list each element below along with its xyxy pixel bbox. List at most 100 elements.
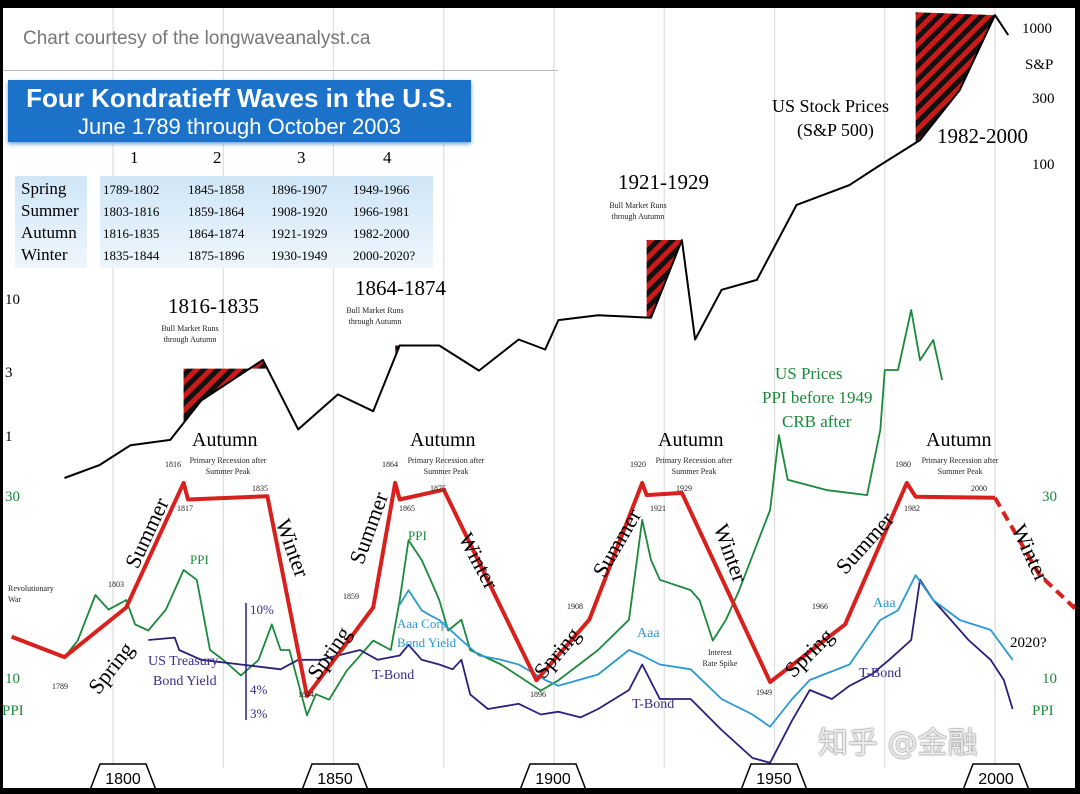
year-marker: 1875 xyxy=(430,484,446,493)
year-marker: 1921 xyxy=(650,504,666,513)
autumn-label: Autumn xyxy=(192,429,258,451)
year-marker: 1803 xyxy=(108,580,124,589)
y-tick-right: 1000 xyxy=(1022,21,1052,37)
year-marker: 1896 xyxy=(530,690,546,699)
us-prices-label: US Prices xyxy=(775,364,843,383)
year-marker: 1816 xyxy=(165,460,181,469)
ppi-axis-label: PPI xyxy=(3,703,24,719)
tbond-label: T-Bond xyxy=(859,666,902,681)
ppi-label: PPI xyxy=(408,528,427,543)
recession-note: Primary Recession after Summer Peak xyxy=(921,456,999,476)
year-marker: 1966 xyxy=(812,602,828,611)
yield-tick: 10% xyxy=(250,602,274,617)
season-period: 1864-1874 xyxy=(188,226,245,241)
year-marker: 1949 xyxy=(756,688,772,697)
year-marker: 1929 xyxy=(676,484,692,493)
season-period: 1816-1835 xyxy=(103,226,160,241)
bull-note: Bull Market Runs through Autumn xyxy=(161,324,219,344)
x-tick-label: 1850 xyxy=(317,771,353,788)
season-period: 1835-1844 xyxy=(103,248,160,263)
x-tick-1800: 1800 xyxy=(88,762,158,788)
season-period: 1803-1816 xyxy=(103,204,160,219)
revolutionary-war-label: Revolutionary War xyxy=(8,584,54,604)
recession-note: Primary Recession after Summer Peak xyxy=(407,456,485,476)
autumn-label: Autumn xyxy=(926,429,992,451)
yield-tick: 3% xyxy=(250,706,268,721)
x-tick-label: 1800 xyxy=(105,771,141,788)
year-marker: 1789 xyxy=(52,682,68,691)
autumn-label: Autumn xyxy=(658,429,724,451)
divider xyxy=(3,70,558,71)
autumn-label: Autumn xyxy=(410,429,476,451)
ppi-tick: 30 xyxy=(1042,489,1057,505)
season-period: 1896-1907 xyxy=(271,182,328,197)
chart-canvas: Chart courtesy of the longwaveanalyst.ca… xyxy=(3,8,1075,788)
season-label: Summer xyxy=(21,201,79,220)
table-bg xyxy=(15,176,87,268)
tbond-label: T-Bond xyxy=(372,668,415,683)
end-2020-label: 2020? xyxy=(1010,635,1047,651)
x-tick-label: 2000 xyxy=(978,771,1014,788)
chart-title: Four Kondratieff Waves in the U.S. xyxy=(26,83,453,113)
arrow-down-icon xyxy=(1073,604,1075,607)
bull-market-hatch xyxy=(646,240,682,318)
table-bg xyxy=(100,176,433,268)
y-tick: 3 xyxy=(5,365,13,381)
col-header: 4 xyxy=(383,148,392,167)
season-period: 1845-1858 xyxy=(188,182,245,197)
col-header: 3 xyxy=(297,148,306,167)
us-prices-label: CRB after xyxy=(782,412,852,431)
aaa-corp-label: Aaa Corp xyxy=(397,616,448,631)
title-box: Four Kondratieff Waves in the U.S. June … xyxy=(8,80,471,142)
season-label: Winter xyxy=(21,245,68,264)
bull-period-label: 1982-2000 xyxy=(937,124,1028,148)
season-period: 1949-1966 xyxy=(353,182,410,197)
treasury-label: Bond Yield xyxy=(153,674,217,689)
season-period: 1921-1929 xyxy=(271,226,328,241)
season-label: Spring xyxy=(21,179,67,198)
year-marker: 1920 xyxy=(630,460,646,469)
y-tick-right: 300 xyxy=(1032,91,1055,107)
season-period: 1789-1802 xyxy=(103,182,160,197)
bull-period-label: 1816-1835 xyxy=(168,294,259,318)
bull-note: Bull Market Runs through Autumn xyxy=(346,306,404,326)
treasury-label: US Treasury xyxy=(148,654,219,669)
col-header: 1 xyxy=(130,148,139,167)
year-marker: 1859 xyxy=(343,592,359,601)
y-tick: 10 xyxy=(5,292,20,308)
interest-spike-label: Interest Rate Spike xyxy=(702,648,738,668)
recession-note: Primary Recession after Summer Peak xyxy=(655,456,733,476)
watermark: 知乎 @金融 xyxy=(818,726,978,761)
y-tick: 1 xyxy=(5,429,13,445)
season-period: 1908-1920 xyxy=(271,204,328,219)
season-period: 2000-2020? xyxy=(353,248,416,263)
series-line-stock xyxy=(64,14,1010,479)
bull-market-hatch xyxy=(395,345,440,357)
y-tick-right: 100 xyxy=(1032,157,1055,173)
col-header: 2 xyxy=(213,148,222,167)
yield-tick: 4% xyxy=(250,682,268,697)
year-marker: 1844 xyxy=(298,690,314,699)
season-period: 1930-1949 xyxy=(271,248,328,263)
bull-market-hatch xyxy=(915,12,995,143)
x-tick-1950: 1950 xyxy=(739,762,809,788)
bull-market-hatch xyxy=(183,359,268,424)
stock-label: US Stock Prices xyxy=(772,96,889,116)
season-period: 1982-2000 xyxy=(353,226,410,241)
bull-period-label: 1921-1929 xyxy=(618,170,709,194)
plot-area xyxy=(10,8,1075,768)
aaa-corp-label: Bond Yield xyxy=(397,635,457,650)
year-marker: 1817 xyxy=(177,504,193,513)
recession-note: Primary Recession after Summer Peak xyxy=(189,456,267,476)
year-marker: 1982 xyxy=(904,504,920,513)
ppi-axis-label: PPI xyxy=(1032,703,1054,719)
ppi-label: PPI xyxy=(190,552,209,567)
tbond-label: T-Bond xyxy=(632,697,675,712)
us-prices-label: PPI before 1949 xyxy=(762,388,873,407)
ppi-tick: 30 xyxy=(5,489,20,505)
bull-period-label: 1864-1874 xyxy=(355,276,446,300)
season-label: Autumn xyxy=(21,223,77,242)
year-marker: 1835 xyxy=(252,484,268,493)
x-tick-2000: 2000 xyxy=(961,762,1031,788)
